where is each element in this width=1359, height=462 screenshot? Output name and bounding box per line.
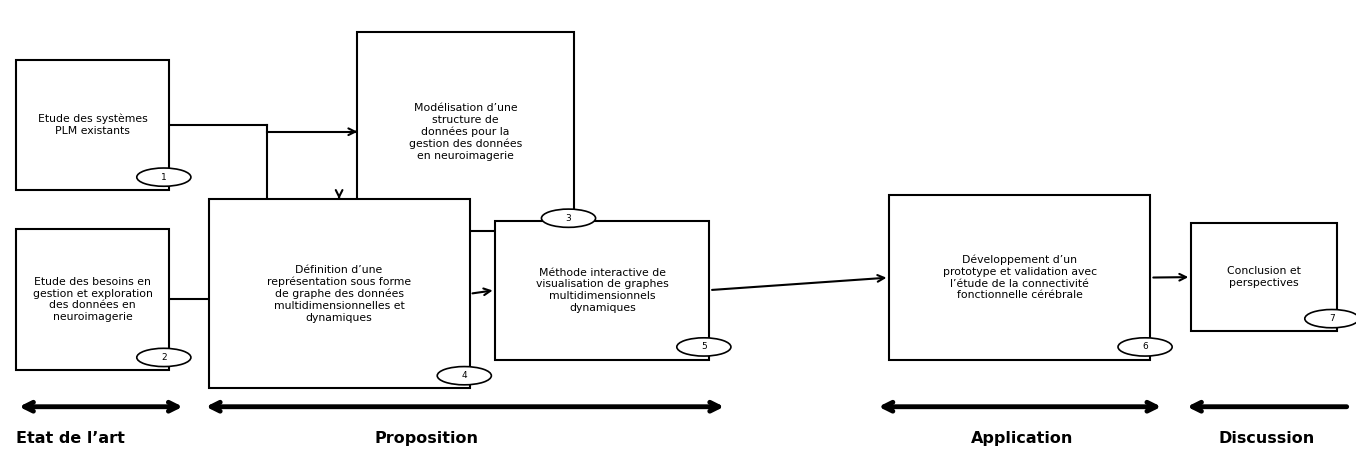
Text: Etude des besoins en
gestion et exploration
des données en
neuroimagerie: Etude des besoins en gestion et explorat… bbox=[33, 277, 152, 322]
Bar bbox=[1190, 223, 1337, 331]
Text: 3: 3 bbox=[565, 214, 571, 223]
Text: Discussion: Discussion bbox=[1218, 431, 1314, 445]
Text: 7: 7 bbox=[1329, 314, 1335, 323]
Text: Proposition: Proposition bbox=[375, 431, 478, 445]
Text: 4: 4 bbox=[462, 371, 467, 380]
Circle shape bbox=[137, 168, 190, 186]
Circle shape bbox=[1305, 310, 1359, 328]
Text: Etat de l’art: Etat de l’art bbox=[16, 431, 125, 445]
Text: 5: 5 bbox=[701, 342, 707, 352]
Text: 2: 2 bbox=[160, 353, 167, 362]
Text: 1: 1 bbox=[160, 173, 167, 182]
Text: 6: 6 bbox=[1142, 342, 1148, 352]
Bar bbox=[889, 195, 1151, 360]
Text: Définition d’une
représentation sous forme
de graphe des données
multidimensionn: Définition d’une représentation sous for… bbox=[268, 265, 412, 322]
Circle shape bbox=[677, 338, 731, 356]
Circle shape bbox=[438, 366, 492, 385]
Circle shape bbox=[1118, 338, 1173, 356]
Bar bbox=[16, 60, 170, 190]
Text: Modélisation d’une
structure de
données pour la
gestion des données
en neuroimag: Modélisation d’une structure de données … bbox=[409, 103, 522, 160]
Bar bbox=[496, 220, 709, 360]
Text: Conclusion et
perspectives: Conclusion et perspectives bbox=[1227, 266, 1301, 288]
Bar bbox=[16, 229, 170, 370]
Text: Application: Application bbox=[970, 431, 1072, 445]
Text: Etude des systèmes
PLM existants: Etude des systèmes PLM existants bbox=[38, 114, 148, 136]
Circle shape bbox=[541, 209, 595, 227]
Text: Développement d’un
prototype et validation avec
l’étude de la connectivité
fonct: Développement d’un prototype et validati… bbox=[943, 255, 1097, 300]
Circle shape bbox=[137, 348, 190, 366]
Bar bbox=[357, 32, 573, 231]
Bar bbox=[208, 199, 470, 389]
Text: Méthode interactive de
visualisation de graphes
multidimensionnels
dynamiques: Méthode interactive de visualisation de … bbox=[535, 267, 669, 312]
